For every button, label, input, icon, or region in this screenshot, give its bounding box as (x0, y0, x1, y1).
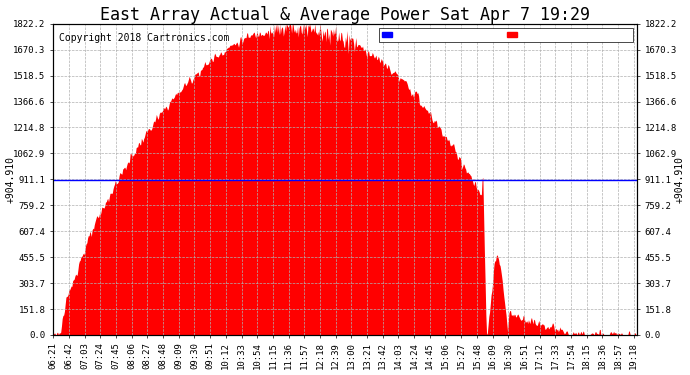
Text: Copyright 2018 Cartronics.com: Copyright 2018 Cartronics.com (59, 33, 230, 43)
Y-axis label: +904.910: +904.910 (674, 156, 684, 203)
Title: East Array Actual & Average Power Sat Apr 7 19:29: East Array Actual & Average Power Sat Ap… (100, 6, 590, 24)
Legend: Average  (DC Watts), East Array  (DC Watts): Average (DC Watts), East Array (DC Watts… (380, 28, 633, 42)
Y-axis label: +904.910: +904.910 (6, 156, 16, 203)
